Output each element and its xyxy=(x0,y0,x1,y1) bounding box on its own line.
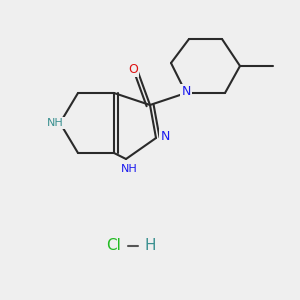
Text: O: O xyxy=(129,62,138,76)
Text: N: N xyxy=(181,85,191,98)
Text: N: N xyxy=(160,130,170,143)
Text: NH: NH xyxy=(47,118,64,128)
Text: Cl: Cl xyxy=(106,238,122,253)
Text: H: H xyxy=(144,238,156,253)
Text: NH: NH xyxy=(121,164,137,175)
